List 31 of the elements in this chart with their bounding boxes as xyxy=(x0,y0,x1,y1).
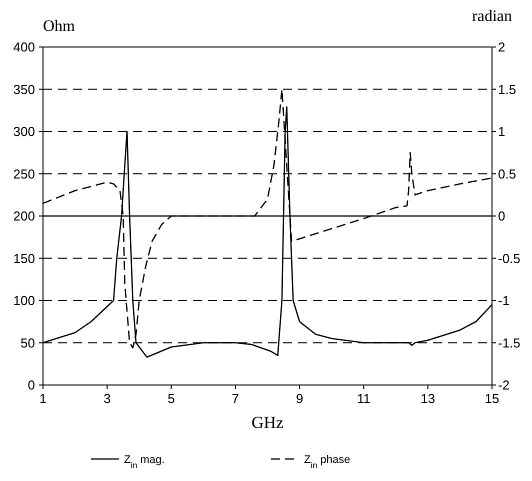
y2-tick-label: -1 xyxy=(498,293,510,308)
x-axis-title: GHz xyxy=(251,413,284,432)
y2-tick-label: 0.5 xyxy=(498,166,516,182)
x-tick-label: 13 xyxy=(420,391,436,406)
y2-tick-label: -1.5 xyxy=(498,335,520,350)
x-tick-label: 3 xyxy=(104,391,111,406)
y-tick-label: 0 xyxy=(28,378,35,392)
y-axis-title: Ohm xyxy=(43,18,76,35)
y-tick-label: 200 xyxy=(13,208,35,224)
x-tick-label: 1 xyxy=(39,391,47,406)
y2-tick-label: -2 xyxy=(498,378,510,392)
y2-tick-label: 2 xyxy=(498,40,506,54)
x-tick-label: 9 xyxy=(296,391,304,406)
y-tick-label: 400 xyxy=(13,40,35,54)
y-tick-label: 350 xyxy=(13,82,35,97)
y-tick-label: 150 xyxy=(13,250,35,266)
x-tick-label: 11 xyxy=(356,391,370,406)
y2-tick-label: 1 xyxy=(498,124,506,139)
legend-label: Z$_{in}$ mag. xyxy=(124,454,165,470)
y-tick-label: 50 xyxy=(20,335,35,350)
x-tick-label: 5 xyxy=(168,391,175,406)
y2-tick-label: -0.5 xyxy=(498,250,520,266)
x-tick-label: 15 xyxy=(484,391,500,406)
y2-tick-label: 0 xyxy=(498,208,506,224)
y-tick-label: 300 xyxy=(13,124,35,139)
y2-tick-label: 1.5 xyxy=(498,82,516,97)
y2-axis-title: radian xyxy=(472,8,512,25)
legend-label: Z$_{in}$ phase xyxy=(304,454,350,470)
y-tick-label: 250 xyxy=(13,166,35,182)
y-tick-label: 100 xyxy=(13,293,35,308)
x-tick-label: 7 xyxy=(232,391,240,406)
